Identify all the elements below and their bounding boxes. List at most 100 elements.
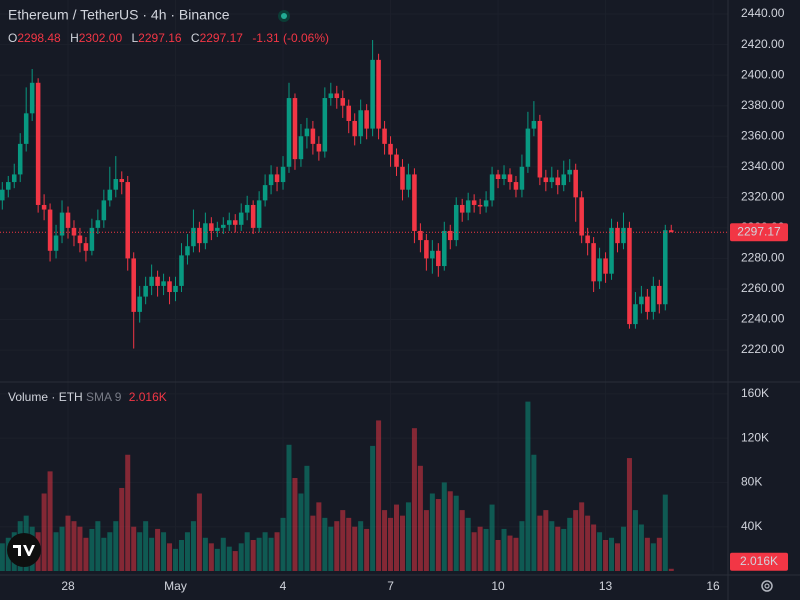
volume-tag	[730, 552, 788, 571]
candle-body	[442, 230, 447, 267]
candle-body	[346, 105, 351, 121]
volume-bar	[274, 532, 280, 571]
volume-bar	[47, 471, 53, 571]
volume-tick-label: 40K	[741, 519, 762, 533]
gear-ring[interactable]	[761, 580, 773, 592]
x-tick-label: May	[164, 579, 187, 593]
candle-body	[53, 235, 59, 251]
candle-body	[627, 227, 632, 325]
volume-bar	[393, 504, 400, 571]
volume-bar	[298, 493, 304, 571]
volume-bar	[537, 515, 543, 571]
volume-bar	[0, 543, 5, 571]
volume-title: Volume · ETH	[8, 390, 83, 404]
candle-body	[352, 120, 357, 137]
candle-body	[573, 169, 578, 198]
volume-bar	[429, 493, 435, 571]
volume-bar	[310, 515, 316, 571]
candle-body	[29, 82, 35, 114]
candle-body	[149, 276, 154, 286]
x-tick-label: 28	[61, 579, 75, 593]
candle-body	[17, 143, 23, 175]
candle-body	[609, 227, 614, 274]
candle-body	[495, 174, 501, 180]
x-tick-label: 10	[491, 579, 505, 593]
candle-body	[280, 166, 286, 183]
candle-body	[388, 143, 393, 155]
x-tick-label: 13	[599, 579, 613, 593]
y-tick-label: 2240.00	[741, 312, 785, 326]
volume-bar	[208, 543, 214, 571]
volume-bar	[376, 420, 382, 571]
volume-bar	[238, 543, 244, 571]
candle-body	[226, 220, 232, 225]
tv-logo	[7, 533, 41, 567]
candle-body	[328, 93, 334, 99]
candle-body	[77, 235, 83, 244]
status-dot	[281, 13, 287, 19]
candle-body	[256, 200, 262, 228]
y-tick-label: 2420.00	[741, 37, 785, 51]
volume-bar	[632, 510, 638, 571]
ohlc-legend: O2298.48 H2302.00 L2297.16 C2297.17 -1.3…	[8, 31, 329, 45]
volume-bar	[591, 524, 597, 571]
candle-body	[83, 243, 89, 251]
volume-bar	[567, 517, 573, 571]
legend-value: 2298.48	[17, 31, 61, 45]
candle-body	[95, 220, 101, 228]
candle-body	[376, 59, 381, 129]
volume-bar	[459, 510, 465, 571]
candle-body	[274, 174, 280, 183]
volume-bar	[579, 502, 585, 571]
volume-bar	[184, 532, 190, 571]
volume-bar	[388, 517, 394, 571]
volume-bar	[471, 532, 477, 571]
candle-body	[107, 189, 113, 201]
y-tick-label: 2340.00	[741, 159, 785, 173]
volume-bar	[226, 546, 232, 571]
volume-bar	[352, 526, 358, 571]
candle-body	[143, 285, 148, 297]
candle-body	[579, 197, 584, 236]
volume-bar	[107, 532, 113, 571]
candle-body	[615, 227, 620, 244]
volume-bar	[161, 532, 167, 571]
candle-body	[232, 220, 238, 225]
settings-icon[interactable]	[761, 580, 773, 592]
volume-bar	[423, 510, 429, 571]
candle-body	[382, 128, 387, 144]
volume-bar	[286, 444, 292, 571]
volume-bar	[561, 528, 567, 571]
x-tick-label: 4	[280, 579, 287, 593]
candle-body	[633, 304, 638, 325]
volume-bar	[531, 454, 537, 571]
volume-bar	[280, 517, 286, 571]
volume-bar	[59, 526, 65, 571]
candle-body	[65, 212, 71, 228]
volume-bar	[447, 491, 453, 571]
volume-bar	[597, 532, 603, 571]
volume-bar	[650, 543, 656, 571]
volume-tick-label: 80K	[741, 475, 762, 489]
candle-body	[23, 113, 29, 144]
volume-bar	[53, 532, 59, 571]
candle-body	[131, 258, 136, 312]
candle-body	[89, 227, 95, 251]
volume-bar	[495, 540, 501, 571]
candle-body	[465, 200, 471, 213]
volume-bar	[125, 454, 131, 571]
volume-bar	[214, 548, 220, 571]
volume-bar	[358, 521, 364, 571]
candle-body	[167, 281, 172, 293]
volume-legend: Volume · ETH SMA 9 2.016K	[8, 390, 167, 404]
volume-bar	[322, 517, 328, 571]
volume-bar	[465, 517, 471, 571]
volume-bar	[328, 526, 334, 571]
candle-body	[394, 154, 399, 167]
volume-bar	[232, 551, 238, 571]
candle-body	[663, 230, 668, 305]
volume-bar	[417, 465, 423, 571]
gear-hub[interactable]	[764, 583, 770, 589]
candle-body	[525, 128, 531, 167]
